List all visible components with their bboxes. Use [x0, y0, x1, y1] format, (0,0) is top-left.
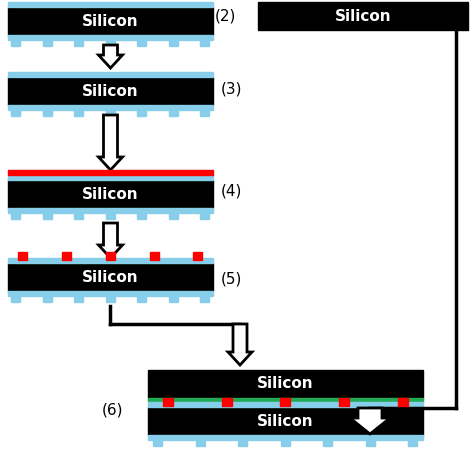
Text: Silicon: Silicon: [82, 186, 139, 201]
Bar: [106, 296, 115, 302]
Bar: [106, 40, 115, 46]
Text: Silicon: Silicon: [257, 413, 314, 428]
Bar: [106, 213, 115, 219]
Bar: [11, 296, 20, 302]
Bar: [8, 208, 213, 213]
Bar: [8, 35, 213, 40]
Bar: [281, 398, 291, 406]
Bar: [8, 170, 213, 175]
Bar: [281, 440, 290, 446]
Bar: [339, 398, 349, 406]
Bar: [8, 72, 213, 77]
Bar: [222, 398, 232, 406]
Bar: [43, 213, 52, 219]
Bar: [8, 7, 213, 35]
Text: (3): (3): [221, 81, 243, 96]
Bar: [106, 110, 115, 116]
Bar: [137, 213, 146, 219]
Bar: [11, 40, 20, 46]
Bar: [193, 252, 202, 260]
Bar: [201, 40, 210, 46]
Bar: [8, 2, 213, 7]
Bar: [148, 407, 423, 435]
Bar: [154, 440, 163, 446]
Bar: [74, 40, 83, 46]
Text: Silicon: Silicon: [82, 13, 139, 28]
Polygon shape: [99, 223, 122, 258]
Bar: [169, 110, 178, 116]
Bar: [258, 2, 468, 30]
Polygon shape: [99, 115, 122, 170]
Bar: [8, 291, 213, 296]
Bar: [366, 440, 375, 446]
Bar: [8, 105, 213, 110]
Bar: [201, 110, 210, 116]
Bar: [11, 213, 20, 219]
Bar: [148, 435, 423, 440]
Text: (5): (5): [221, 272, 242, 287]
Bar: [18, 252, 27, 260]
Bar: [201, 296, 210, 302]
Bar: [74, 296, 83, 302]
Text: (6): (6): [102, 402, 124, 418]
Bar: [8, 77, 213, 105]
Bar: [74, 213, 83, 219]
Bar: [137, 40, 146, 46]
Text: Silicon: Silicon: [82, 270, 139, 284]
Bar: [398, 398, 408, 406]
Text: Silicon: Silicon: [257, 376, 314, 392]
Polygon shape: [99, 45, 122, 68]
Bar: [43, 110, 52, 116]
Bar: [148, 402, 423, 407]
Bar: [238, 440, 247, 446]
Text: (2): (2): [214, 9, 236, 24]
Bar: [106, 252, 115, 260]
Bar: [169, 40, 178, 46]
Bar: [137, 296, 146, 302]
Bar: [169, 296, 178, 302]
Bar: [150, 252, 159, 260]
Bar: [148, 370, 423, 398]
Bar: [8, 263, 213, 291]
Bar: [201, 213, 210, 219]
Bar: [196, 440, 205, 446]
Bar: [137, 110, 146, 116]
Polygon shape: [228, 324, 252, 365]
Polygon shape: [350, 408, 390, 434]
Text: Silicon: Silicon: [82, 83, 139, 99]
Bar: [169, 213, 178, 219]
Bar: [11, 110, 20, 116]
Bar: [8, 180, 213, 208]
Bar: [8, 258, 213, 263]
Bar: [43, 296, 52, 302]
Bar: [148, 398, 423, 402]
Bar: [323, 440, 332, 446]
Bar: [43, 40, 52, 46]
Bar: [163, 398, 173, 406]
Text: (4): (4): [221, 183, 242, 198]
Text: Silicon: Silicon: [335, 9, 392, 24]
Bar: [74, 110, 83, 116]
Bar: [409, 440, 418, 446]
Bar: [8, 175, 213, 180]
Bar: [62, 252, 71, 260]
